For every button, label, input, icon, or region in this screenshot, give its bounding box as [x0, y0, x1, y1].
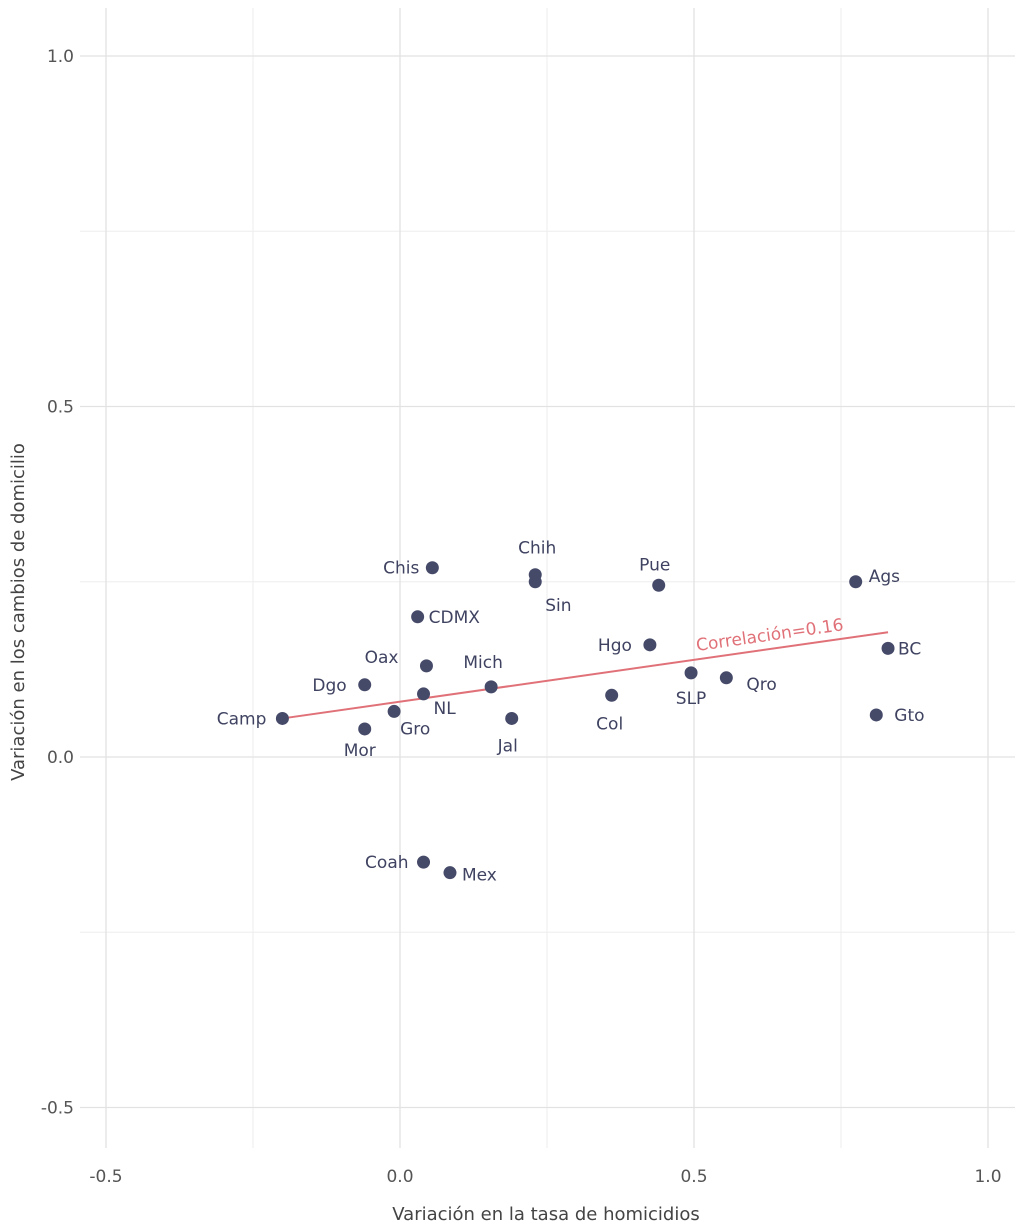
point-label: Col [596, 714, 623, 734]
data-point [443, 866, 457, 880]
data-point [643, 638, 657, 652]
point-label: Mor [344, 741, 376, 761]
x-tick-label: 0.5 [680, 1167, 707, 1187]
data-point [719, 671, 733, 685]
y-tick-label: -0.5 [41, 1099, 74, 1119]
point-label: Coah [365, 853, 408, 873]
x-tick-label: 0.0 [386, 1167, 413, 1187]
x-axis-title: Variación en la tasa de homicidios [392, 1204, 700, 1225]
grid [80, 8, 1015, 1148]
data-point [869, 708, 883, 722]
y-axis-title: Variación en los cambios de domicilio [8, 443, 29, 781]
data-points: Chis Chih Sin Pue Ags CDMX Hgo BC Oax Dgo Mich SLP Q… [217, 539, 925, 886]
point-label: Hgo [598, 636, 632, 656]
point-label: Jal [497, 736, 518, 756]
point-label: SLP [676, 689, 707, 709]
data-point [605, 688, 619, 702]
data-point [419, 659, 433, 673]
point-label: Gto [894, 706, 924, 726]
x-tick-label: 1.0 [974, 1167, 1001, 1187]
data-point [387, 704, 401, 718]
data-point [684, 666, 698, 680]
data-point [417, 855, 431, 869]
data-point [528, 575, 542, 589]
point-label: Oax [365, 648, 399, 668]
point-label: NL [434, 699, 457, 719]
point-label: Mex [462, 866, 497, 886]
point-label: Gro [400, 719, 430, 739]
point-label: Qro [746, 675, 776, 695]
tick-labels: -0.5 0.0 0.5 1.0 -0.5 0.0 0.5 1.0 [41, 47, 1002, 1187]
data-point [358, 722, 372, 736]
data-point [849, 575, 863, 589]
y-tick-label: 1.0 [47, 47, 74, 67]
point-label: Dgo [312, 676, 346, 696]
data-point [505, 711, 519, 725]
data-point [417, 687, 431, 701]
x-tick-label: -0.5 [89, 1167, 122, 1187]
data-point [484, 680, 498, 694]
y-tick-label: 0.5 [47, 398, 74, 418]
point-label: BC [898, 639, 921, 659]
point-label: CDMX [429, 608, 481, 628]
point-label: Chis [383, 559, 419, 579]
data-point [425, 561, 439, 575]
data-point [881, 641, 895, 655]
data-point [358, 678, 372, 692]
trend-line [282, 631, 889, 720]
data-point [275, 711, 289, 725]
point-label: Pue [639, 555, 670, 575]
data-point [652, 578, 666, 592]
point-label: Sin [545, 596, 571, 616]
point-label: Mich [463, 653, 503, 673]
point-label: Chih [518, 539, 556, 559]
point-label: Ags [869, 567, 900, 587]
y-tick-label: 0.0 [47, 748, 74, 768]
data-point [411, 610, 425, 624]
point-label: Camp [217, 709, 267, 729]
